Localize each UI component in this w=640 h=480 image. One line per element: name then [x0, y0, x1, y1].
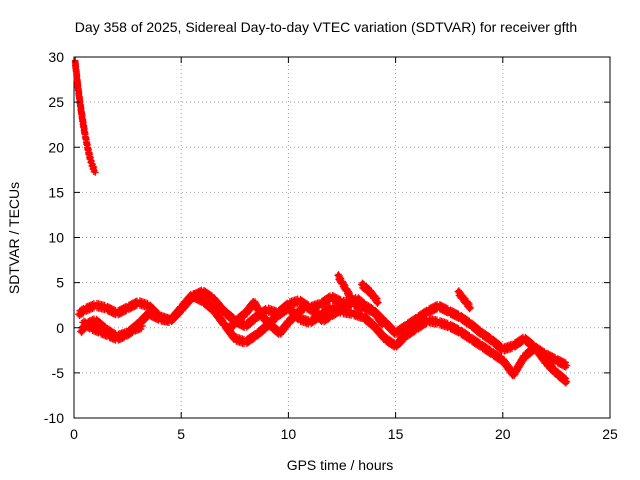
axis-ticks: 0 5 10 15 20 25 -10 -5 0 5 10 15 20 25 30 — [44, 49, 618, 442]
data-point-interp — [325, 298, 332, 305]
data-point-interp — [78, 310, 86, 318]
data-point-interp — [121, 308, 129, 315]
x-tick-label: 20 — [495, 426, 511, 442]
data-point-interp — [90, 168, 98, 176]
x-tick-label: 5 — [177, 426, 185, 442]
data-point-interp — [272, 316, 279, 323]
x-tick-label: 10 — [281, 426, 297, 442]
y-tick-label: -5 — [52, 365, 65, 381]
data-point-interp — [508, 345, 516, 353]
data-point-interp — [562, 364, 569, 371]
data-point-interp — [143, 314, 151, 322]
data-point-interp — [250, 318, 258, 325]
chart-title: Day 358 of 2025, Sidereal Day-to-day VTE… — [75, 19, 577, 35]
data-points — [71, 57, 571, 387]
data-point-interp — [101, 306, 108, 314]
data-point-interp — [186, 297, 193, 304]
data-point-interp — [261, 327, 268, 334]
y-tick-label: 0 — [56, 320, 64, 336]
x-axis-label: GPS time / hours — [287, 457, 394, 473]
y-tick-label: 30 — [48, 49, 64, 65]
x-tick-label: 0 — [70, 426, 78, 442]
y-tick-label: 25 — [48, 94, 64, 110]
data-point-interp — [379, 335, 386, 342]
data-point-interp — [175, 309, 183, 317]
y-tick-label: 10 — [48, 230, 64, 246]
y-tick-label: -10 — [44, 410, 64, 426]
series-early-decay — [71, 57, 99, 176]
y-tick-label: 5 — [56, 275, 64, 291]
data-point-interp — [432, 306, 439, 314]
y-tick-label: 20 — [48, 139, 64, 155]
y-tick-label: 15 — [48, 184, 64, 200]
data-point-interp — [132, 303, 139, 310]
x-tick-label: 25 — [602, 426, 618, 442]
grid — [74, 57, 610, 418]
series-spike-18 — [454, 287, 474, 313]
data-point-interp — [315, 304, 323, 311]
x-tick-label: 15 — [388, 426, 404, 442]
data-point-interp — [250, 336, 257, 343]
y-axis-label: SDTVAR / TECUs — [6, 182, 22, 294]
